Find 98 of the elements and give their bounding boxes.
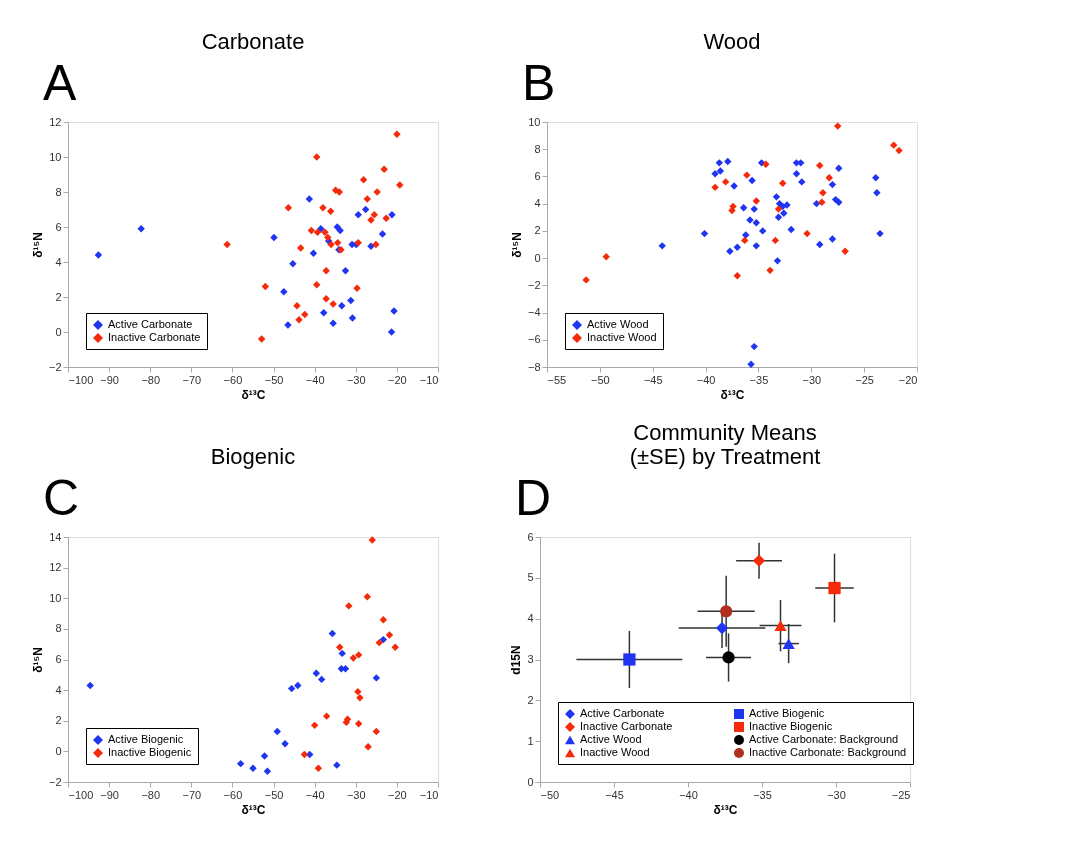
y-tick-label: 5 bbox=[527, 571, 534, 584]
x-tick-label: −25 bbox=[891, 788, 911, 801]
x-axis-title: δ¹³C bbox=[241, 802, 266, 817]
x-tick-label: −90 bbox=[100, 788, 119, 801]
legend-label: Inactive Wood bbox=[580, 746, 650, 758]
x-tick-label: −35 bbox=[749, 373, 769, 386]
y-tick-label: 0 bbox=[527, 775, 534, 788]
x-tick-label: −10 bbox=[419, 373, 439, 386]
y-tick-label: 10 bbox=[49, 150, 62, 163]
text: C bbox=[43, 470, 80, 526]
x-axis-title: δ¹³C bbox=[713, 802, 738, 817]
legend-label: Inactive Carbonate: Background bbox=[749, 746, 907, 758]
x-tick-label: −50 bbox=[591, 373, 610, 386]
text: D bbox=[515, 470, 552, 526]
y-tick-label: 8 bbox=[534, 142, 541, 155]
y-tick-label: 1 bbox=[527, 734, 534, 747]
text: B bbox=[522, 55, 556, 111]
y-tick-label: 2 bbox=[55, 714, 62, 727]
legend-label: Active Carbonate: Background bbox=[749, 733, 899, 745]
x-tick-label: −20 bbox=[898, 373, 918, 386]
y-tick-label: 4 bbox=[527, 612, 534, 625]
x-tick-label: −80 bbox=[141, 788, 161, 801]
y-tick-label: 2 bbox=[527, 693, 534, 706]
x-tick-label: −35 bbox=[753, 788, 772, 801]
x-tick-label: −60 bbox=[223, 788, 243, 801]
legend-label: Inactive Biogenic bbox=[749, 720, 833, 732]
y-tick-label: −2 bbox=[48, 360, 62, 373]
x-tick-label: −100 bbox=[68, 373, 94, 386]
y-tick-label: −2 bbox=[527, 278, 541, 291]
y-tick-label: 0 bbox=[534, 251, 541, 264]
x-tick-label: −40 bbox=[305, 788, 325, 801]
y-tick-label: 4 bbox=[534, 197, 541, 210]
x-tick-label: −40 bbox=[696, 373, 716, 386]
y-tick-label: 2 bbox=[55, 290, 62, 303]
x-tick-label: −20 bbox=[388, 788, 407, 801]
y-tick-label: 0 bbox=[55, 325, 62, 338]
x-tick-label: −60 bbox=[223, 373, 243, 386]
y-tick-label: 12 bbox=[49, 115, 62, 128]
legend-label: Inactive Wood bbox=[587, 331, 657, 343]
legend-label: Active Wood bbox=[587, 318, 649, 330]
chart-title: Biogenic bbox=[210, 444, 296, 469]
chart-title: Carbonate bbox=[201, 29, 305, 54]
legend-label: Active Biogenic bbox=[108, 733, 184, 745]
x-tick-label: −70 bbox=[182, 373, 202, 386]
x-tick-label: −70 bbox=[182, 788, 202, 801]
x-tick-label: −30 bbox=[827, 788, 846, 801]
x-tick-label: −80 bbox=[141, 373, 161, 386]
legend-label: Active Carbonate bbox=[108, 318, 193, 330]
y-tick-label: 10 bbox=[49, 591, 62, 604]
y-axis-title: δ¹⁵N bbox=[30, 232, 45, 258]
y-axis-title: δ¹⁵N bbox=[509, 232, 524, 258]
x-tick-label: −20 bbox=[388, 373, 407, 386]
chart-title: Community Means (±SE) by Treatment bbox=[629, 420, 821, 469]
x-tick-label: −45 bbox=[643, 373, 663, 386]
x-tick-label: −25 bbox=[855, 373, 874, 386]
x-axis-title: δ¹³C bbox=[241, 387, 266, 402]
x-tick-label: −50 bbox=[264, 788, 284, 801]
y-tick-label: 10 bbox=[528, 115, 541, 128]
legend-label: Active Carbonate bbox=[580, 707, 665, 719]
text: A bbox=[43, 55, 77, 111]
y-tick-label: 8 bbox=[55, 622, 62, 635]
y-tick-label: −4 bbox=[527, 306, 541, 319]
x-tick-label: −45 bbox=[605, 788, 624, 801]
x-tick-label: −30 bbox=[346, 788, 366, 801]
x-tick-label: −40 bbox=[679, 788, 698, 801]
y-axis-title: δ¹⁵N bbox=[30, 647, 45, 673]
x-tick-label: −100 bbox=[68, 788, 94, 801]
legend-label: Active Biogenic bbox=[749, 707, 825, 719]
x-tick-label: −30 bbox=[802, 373, 822, 386]
y-tick-label: −6 bbox=[527, 333, 541, 346]
y-tick-label: −2 bbox=[48, 775, 62, 788]
y-tick-label: 2 bbox=[534, 224, 541, 237]
y-tick-label: 14 bbox=[49, 530, 62, 543]
y-tick-label: 6 bbox=[55, 653, 62, 665]
y-tick-label: 12 bbox=[49, 561, 62, 574]
x-tick-label: −50 bbox=[264, 373, 284, 386]
y-tick-label: 8 bbox=[55, 185, 62, 198]
legend-label: Inactive Biogenic bbox=[108, 746, 192, 758]
y-tick-label: 4 bbox=[55, 255, 62, 268]
x-tick-label: −30 bbox=[346, 373, 366, 386]
x-tick-label: −90 bbox=[100, 373, 119, 386]
x-tick-label: −10 bbox=[419, 788, 439, 801]
x-axis-title: δ¹³C bbox=[720, 387, 745, 402]
legend-label: Active Wood bbox=[580, 733, 642, 745]
y-tick-label: 4 bbox=[55, 683, 62, 696]
y-tick-label: 6 bbox=[534, 169, 541, 182]
x-tick-label: −50 bbox=[540, 788, 560, 801]
legend-label: Inactive Carbonate bbox=[580, 720, 673, 732]
y-tick-label: 6 bbox=[55, 220, 62, 233]
y-tick-label: 3 bbox=[527, 653, 534, 665]
chart-title: Wood bbox=[703, 29, 761, 54]
y-axis-title: d15N bbox=[509, 645, 524, 675]
y-tick-label: 6 bbox=[527, 530, 534, 543]
x-tick-label: −55 bbox=[547, 373, 567, 386]
y-tick-label: 0 bbox=[55, 744, 62, 757]
y-tick-label: −8 bbox=[527, 360, 541, 373]
x-tick-label: −40 bbox=[305, 373, 325, 386]
legend-label: Inactive Carbonate bbox=[108, 331, 201, 343]
